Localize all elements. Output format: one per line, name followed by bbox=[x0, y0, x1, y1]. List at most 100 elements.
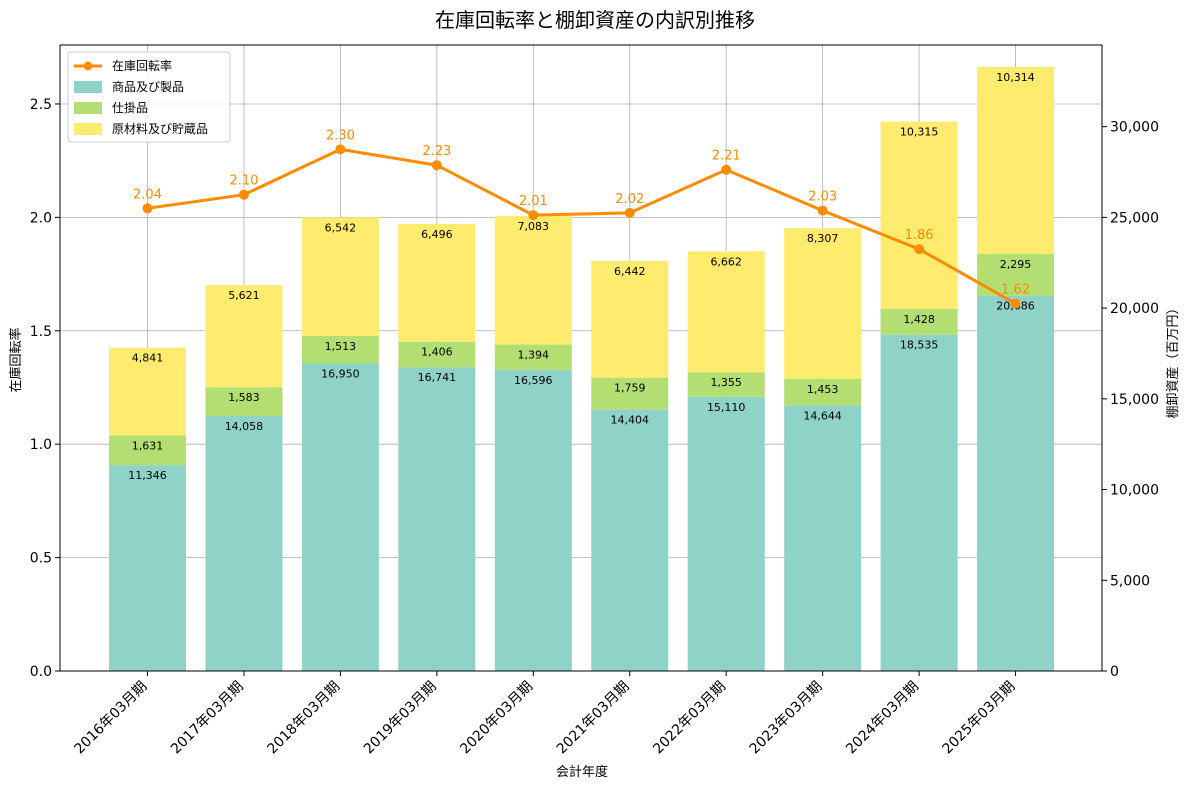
bar-segment bbox=[205, 387, 283, 416]
bar-value-label: 1,631 bbox=[132, 440, 164, 453]
bar-segment bbox=[591, 409, 669, 671]
bar-value-label: 16,741 bbox=[418, 371, 457, 384]
y-right-tick-label: 20,000 bbox=[1110, 301, 1159, 317]
rate-value-label: 2.03 bbox=[808, 190, 837, 205]
y-left-tick-label: 1.5 bbox=[30, 324, 52, 340]
y-left-tick-label: 2.5 bbox=[30, 97, 52, 113]
bar-segment bbox=[398, 341, 476, 368]
bar-segment bbox=[687, 372, 765, 397]
y-right-tick-label: 25,000 bbox=[1110, 210, 1159, 226]
legend-label: 原材料及び貯蔵品 bbox=[112, 122, 208, 136]
bar-value-label: 1,428 bbox=[903, 313, 935, 326]
bar-value-label: 14,644 bbox=[803, 409, 842, 422]
rate-value-label: 2.23 bbox=[422, 144, 451, 159]
rate-point bbox=[721, 164, 732, 175]
bar-segment bbox=[687, 251, 765, 373]
bar-segment bbox=[591, 260, 669, 378]
bar-value-label: 4,841 bbox=[132, 352, 164, 365]
x-tick-label: 2020年03月期 bbox=[457, 679, 536, 758]
bar-segment bbox=[301, 335, 379, 364]
y-left-tick-label: 1.0 bbox=[30, 437, 52, 453]
x-axis-label: 会計年度 bbox=[556, 764, 608, 780]
bar-value-label: 7,083 bbox=[518, 220, 550, 233]
legend-label: 在庫回転率 bbox=[112, 58, 172, 73]
x-tick-label: 2017年03月期 bbox=[168, 679, 247, 758]
bar-value-label: 5,621 bbox=[228, 289, 260, 302]
x-tick-label: 2025年03月期 bbox=[940, 679, 1019, 758]
rate-value-label: 2.30 bbox=[326, 128, 355, 143]
bar-value-label: 1,394 bbox=[518, 349, 550, 362]
bar-value-label: 10,315 bbox=[900, 126, 939, 139]
x-tick-label: 2018年03月期 bbox=[264, 679, 343, 758]
bar-segment bbox=[977, 295, 1055, 671]
bar-segment bbox=[205, 285, 283, 388]
bar-value-label: 8,307 bbox=[807, 232, 839, 245]
bar-value-label: 14,058 bbox=[225, 420, 264, 433]
rate-value-label: 2.10 bbox=[229, 174, 258, 189]
bar-segment bbox=[880, 121, 958, 309]
bar-value-label: 15,110 bbox=[707, 401, 746, 414]
bar-segment bbox=[880, 334, 958, 671]
rate-value-label: 2.02 bbox=[615, 192, 644, 207]
bar-segment bbox=[687, 396, 765, 671]
bar-segment bbox=[494, 369, 572, 671]
bar-value-label: 6,496 bbox=[421, 228, 453, 241]
bar-value-label: 11,346 bbox=[128, 469, 167, 482]
legend-line-marker bbox=[83, 61, 93, 71]
y-axis-right-label: 棚卸資産（百万円） bbox=[1165, 301, 1181, 418]
rate-point bbox=[528, 210, 539, 221]
bar-segment bbox=[301, 363, 379, 671]
x-tick-label: 2016年03月期 bbox=[72, 679, 151, 758]
bar-segment bbox=[784, 228, 862, 379]
legend-swatch bbox=[74, 102, 102, 114]
bar-segment bbox=[977, 66, 1055, 255]
bar-segment bbox=[109, 347, 186, 436]
rate-point bbox=[1010, 298, 1021, 309]
y-left-tick-label: 2.0 bbox=[30, 210, 52, 226]
rate-point bbox=[142, 203, 153, 214]
bar-segment bbox=[398, 223, 476, 342]
x-tick-label: 2024年03月期 bbox=[843, 679, 922, 758]
bar-value-label: 1,406 bbox=[421, 346, 453, 359]
bar-value-label: 16,950 bbox=[321, 367, 360, 380]
x-tick-label: 2023年03月期 bbox=[747, 679, 826, 758]
y-right-tick-label: 5,000 bbox=[1110, 573, 1150, 589]
bar-segment bbox=[494, 216, 572, 345]
legend-box bbox=[67, 51, 231, 143]
bar-segment bbox=[301, 217, 379, 336]
rate-point bbox=[914, 244, 925, 255]
bar-value-label: 2,295 bbox=[1000, 258, 1032, 271]
bar-value-label: 6,442 bbox=[614, 265, 646, 278]
bar-value-label: 10,314 bbox=[996, 71, 1035, 84]
legend-swatch bbox=[74, 123, 102, 135]
rate-value-label: 2.21 bbox=[712, 149, 741, 164]
bar-value-label: 6,662 bbox=[710, 255, 742, 268]
x-tick-label: 2019年03月期 bbox=[361, 679, 440, 758]
bar-segment bbox=[784, 405, 862, 671]
bar-value-label: 1,513 bbox=[325, 340, 357, 353]
y-right-tick-label: 10,000 bbox=[1110, 483, 1159, 499]
legend-label: 商品及び製品 bbox=[112, 79, 184, 94]
legend-swatch bbox=[74, 81, 102, 93]
bar-segment bbox=[494, 344, 572, 370]
y-right-tick-label: 15,000 bbox=[1110, 392, 1159, 408]
bar-value-label: 1,355 bbox=[710, 376, 742, 389]
rate-value-label: 1.86 bbox=[905, 228, 934, 243]
bar-segment bbox=[398, 367, 476, 671]
rate-value-label: 1.62 bbox=[1001, 283, 1030, 298]
bar-value-label: 1,453 bbox=[807, 383, 839, 396]
chart-title: 在庫回転率と棚卸資産の内訳別推移 bbox=[435, 8, 755, 32]
bar-segment bbox=[205, 415, 283, 671]
y-right-tick-label: 30,000 bbox=[1110, 120, 1159, 136]
x-tick-label: 2022年03月期 bbox=[650, 679, 729, 758]
bar-value-label: 1,583 bbox=[228, 391, 260, 404]
rate-point bbox=[335, 144, 346, 155]
rate-point bbox=[431, 160, 442, 171]
bar-segment bbox=[784, 378, 862, 406]
rate-value-label: 2.01 bbox=[519, 194, 548, 209]
rate-point bbox=[238, 189, 249, 200]
bar-segment bbox=[591, 377, 669, 410]
rate-value-label: 2.04 bbox=[133, 187, 162, 202]
